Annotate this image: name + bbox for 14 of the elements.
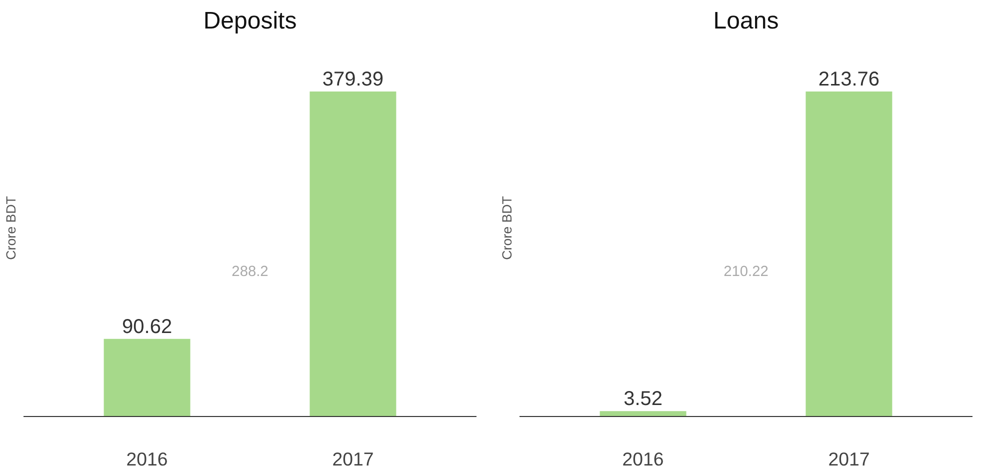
y-axis-title: Crore BDT bbox=[500, 196, 514, 260]
data-label: 213.76 bbox=[818, 68, 880, 90]
x-tick-label: 2016 bbox=[126, 448, 168, 468]
chart-title: Loans bbox=[713, 8, 779, 34]
data-label: 90.62 bbox=[122, 316, 172, 338]
chart-title: Deposits bbox=[203, 8, 297, 34]
annotation: 288.2 bbox=[232, 264, 268, 280]
x-tick-label: 2017 bbox=[828, 448, 870, 468]
x-tick-label: 2016 bbox=[622, 448, 664, 468]
y-axis-title: Crore BDT bbox=[4, 196, 18, 260]
x-tick-label: 2017 bbox=[332, 448, 374, 468]
data-label: 379.39 bbox=[322, 68, 384, 90]
data-label: 3.52 bbox=[624, 388, 663, 410]
annotation: 210.22 bbox=[724, 264, 768, 280]
